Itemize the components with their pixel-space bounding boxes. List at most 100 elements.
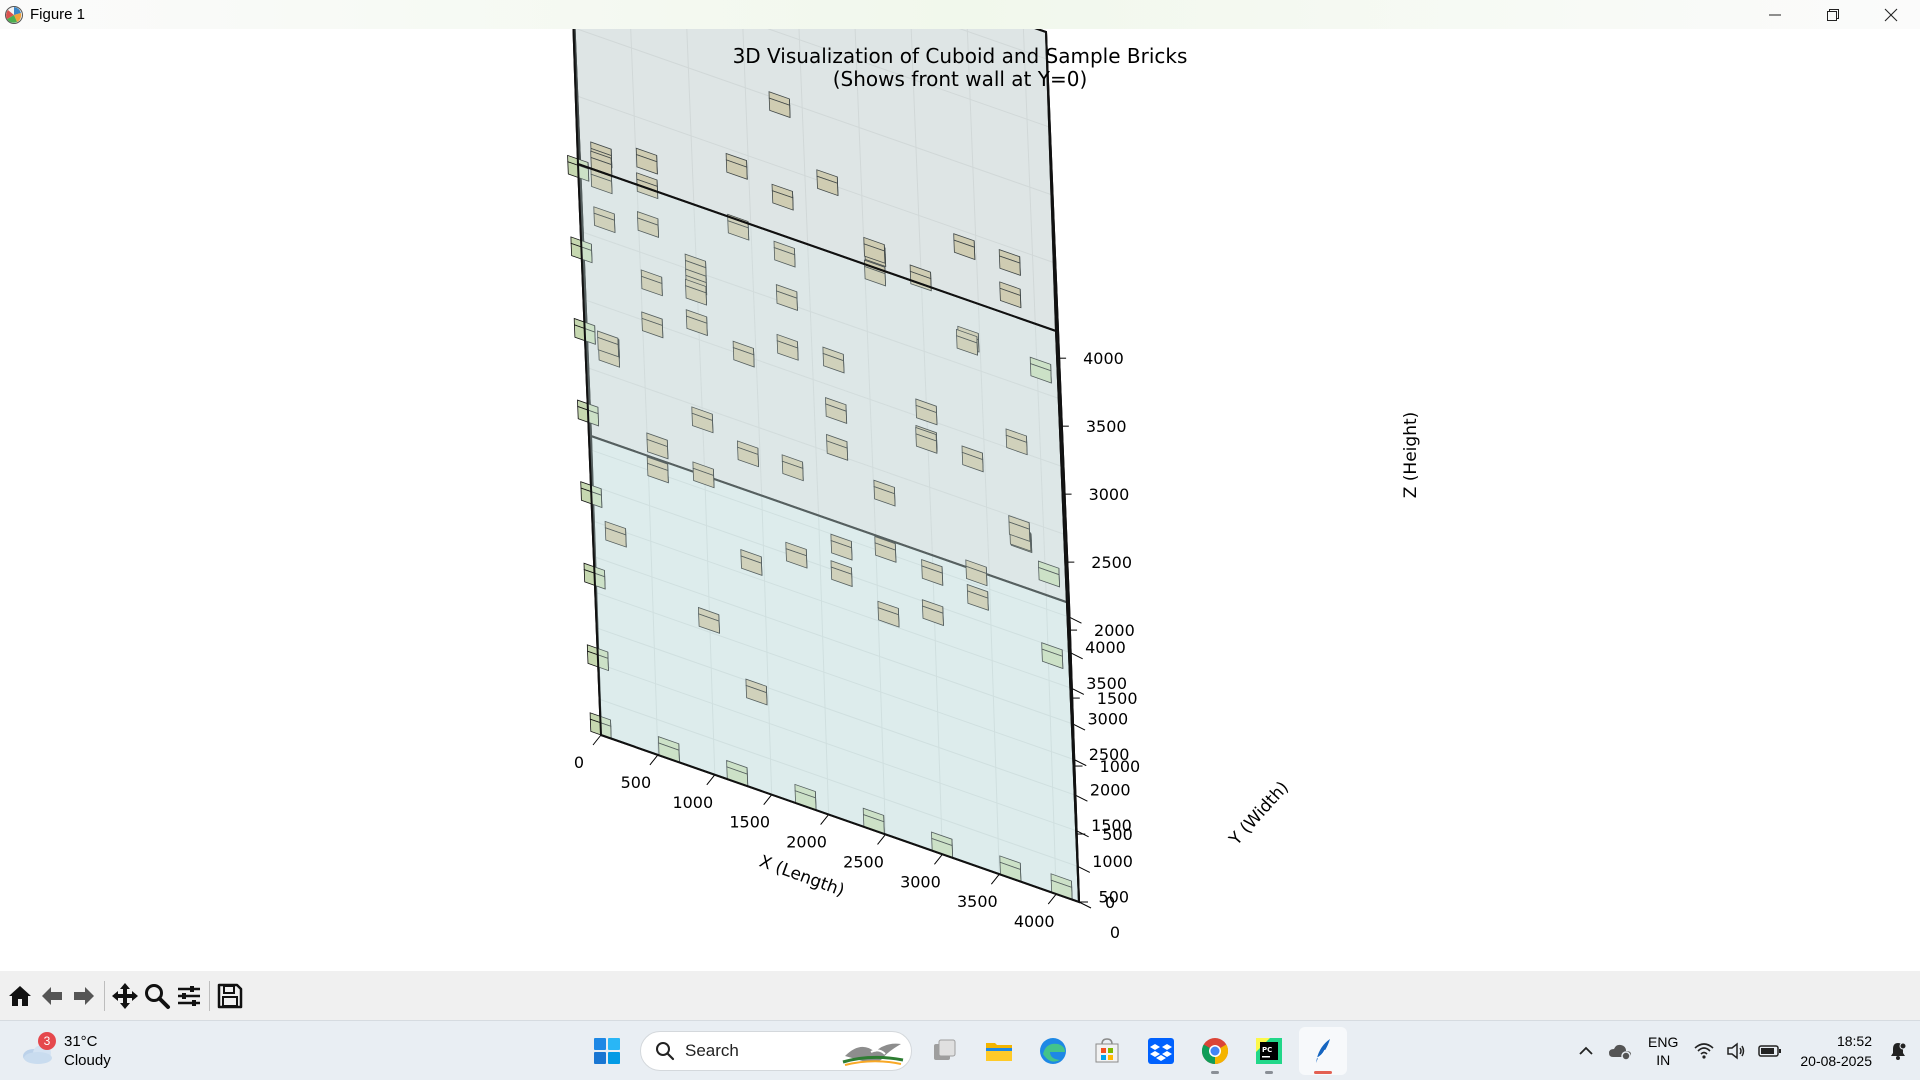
brick-side [757,448,759,467]
brick-side [951,839,954,858]
brick-side [705,276,708,295]
svg-text:PC: PC [1262,1046,1272,1054]
weather-text: 31°C Cloudy [64,1032,111,1070]
pycharm-button[interactable]: PC [1245,1027,1293,1075]
x-tick [1047,893,1057,905]
brick-side [894,487,896,507]
brick-side [713,469,715,488]
brick [921,559,944,586]
python-button[interactable] [1299,1027,1347,1075]
task-view-button[interactable] [921,1027,969,1075]
brick-side [718,614,720,634]
brick-side [594,325,596,345]
x-tick [706,774,716,786]
search-placeholder: Search [685,1041,739,1060]
brick-side [792,191,794,211]
brick-side [625,528,627,548]
brick-side [883,815,885,835]
brick-side [747,221,750,241]
dropbox-button[interactable] [1137,1027,1185,1075]
network-button[interactable] [1694,1041,1714,1061]
brick [768,91,791,119]
brick-side [597,407,599,426]
chrome-icon [1201,1038,1229,1065]
brick [725,152,748,180]
brick-side [883,244,886,264]
x-tick-label: 1000 [672,793,713,812]
battery-button[interactable] [1758,1041,1782,1061]
brick [771,183,794,211]
active-indicator [1314,1071,1332,1074]
close-button[interactable] [1862,0,1920,29]
volume-button[interactable] [1726,1041,1746,1061]
brick-side [1058,568,1060,587]
brick-side [987,591,989,611]
brick-side [815,791,817,811]
brick [921,599,944,627]
z-axis-label: Z (Height) [1401,412,1421,499]
brick-side [1026,435,1028,455]
clock[interactable]: 18:52 20-08-2025 [1800,1031,1872,1071]
back-button[interactable] [36,978,68,1014]
notification-bell-icon [1891,1042,1907,1060]
brick [593,206,616,234]
brick-side [894,543,897,563]
start-button[interactable] [583,1027,631,1075]
language-code: ENG [1648,1034,1679,1050]
system-tray: ENG IN 18:52 [1570,1021,1920,1081]
forward-button[interactable] [68,978,100,1014]
brick [874,535,897,563]
brick-side [604,570,606,590]
microsoft-store-button[interactable] [1083,1027,1131,1075]
brick-side [617,338,619,357]
edge-button[interactable] [1029,1027,1077,1075]
figure-canvas[interactable]: 0 500 1000 1500 2000 2500 3000 3500 4000 0 500 1000… [0,29,1920,971]
home-button[interactable] [4,978,36,1014]
brick [685,309,708,337]
restore-button[interactable] [1804,0,1862,29]
windows-taskbar: 3 31°C Cloudy Search [0,1020,1920,1080]
weather-temp: 31°C [64,1033,98,1050]
windows-start-icon [594,1038,620,1064]
brick-side [846,441,849,461]
forward-icon [74,986,94,1005]
chart-subtitle: (Shows front wall at Y=0) [833,67,1088,91]
y-tick-label: 0 [1110,923,1120,942]
brick [953,233,976,261]
brick-side [977,333,980,353]
language-region: IN [1656,1052,1671,1068]
brick [604,520,627,548]
file-explorer-button[interactable] [975,1027,1023,1075]
brick-side [845,404,848,424]
chrome-button[interactable] [1191,1027,1239,1075]
taskbar-apps: Search [580,1027,1350,1075]
plot-3d[interactable]: 0500100015002000250030003500400005001000… [0,29,1920,971]
brick-side [1029,532,1032,552]
brick-side [898,608,900,628]
show-hidden-icons-button[interactable] [1576,1041,1596,1061]
onedrive-button[interactable] [1608,1041,1632,1061]
brick [822,346,845,374]
edge-icon [1040,1038,1066,1064]
python-feather-icon [1316,1039,1330,1063]
y-tick-label: 3000 [1087,709,1128,728]
pan-button[interactable] [109,978,141,1014]
brick [862,807,885,835]
z-tick-label: 2000 [1094,621,1135,640]
brick-side [935,406,938,425]
brick [1037,560,1061,588]
brick-side [942,606,944,626]
minimize-button[interactable] [1746,0,1804,29]
configure-subplots-button[interactable] [173,978,205,1014]
weather-widget[interactable]: 3 31°C Cloudy [20,1029,111,1073]
save-button[interactable] [214,978,246,1014]
zoom-button[interactable] [141,978,173,1014]
notifications-button[interactable] [1888,1041,1908,1061]
window-title: Figure 1 [30,6,86,23]
brick [794,783,817,811]
x-tick [877,834,886,845]
y-tick-label: 3500 [1086,674,1127,693]
taskbar-search[interactable]: Search [640,1031,912,1071]
brick [732,340,755,368]
language-indicator[interactable]: ENG IN [1648,1033,1678,1069]
